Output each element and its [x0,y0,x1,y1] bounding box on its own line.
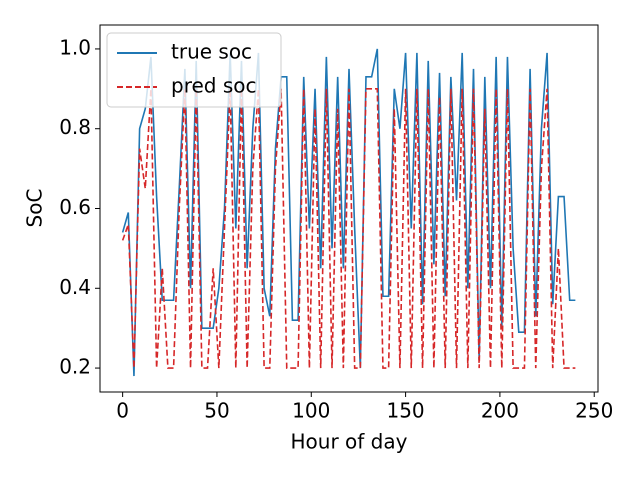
x-tick-label: 200 [481,399,519,423]
legend-box [106,32,282,108]
series-line [121,88,576,369]
x-tick-label: 50 [204,399,229,423]
x-tick-label: 100 [292,399,330,423]
legend-label: pred soc [171,74,257,98]
y-tick-label: 0.4 [59,275,91,299]
y-tick-label: 0.6 [59,195,91,219]
x-tick-label: 250 [575,399,613,423]
y-tick-label: 0.2 [59,355,91,379]
x-tick-label: 150 [386,399,424,423]
x-axis-label: Hour of day [291,430,408,454]
x-tick-label: 0 [116,399,129,423]
y-tick-label: 1.0 [59,35,91,59]
legend-label: true soc [171,40,252,64]
y-tick-label: 0.8 [59,115,91,139]
y-axis-label: SoC [23,189,47,228]
